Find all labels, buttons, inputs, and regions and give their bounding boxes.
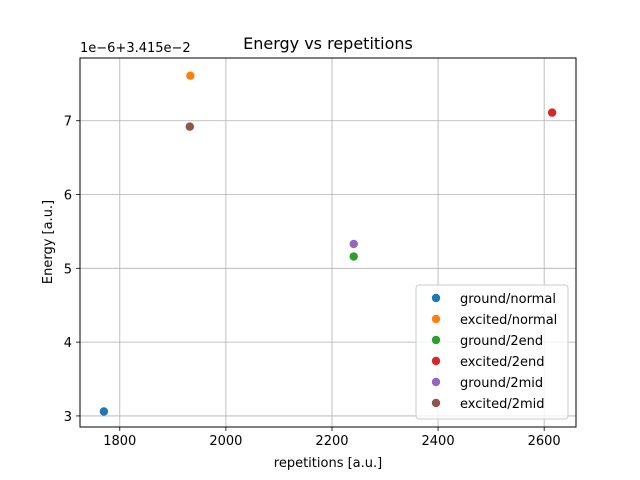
axis-ticks: 1800 2000 2200 2400 2600 3 4 5 6 7: [64, 115, 561, 449]
x-tick-label: 1800: [103, 434, 136, 449]
legend-marker: [431, 293, 441, 303]
legend-label: excited/normal: [460, 313, 557, 328]
legend-marker: [431, 377, 441, 387]
plot-frame: [79, 57, 577, 428]
y-tick-label: 4: [64, 336, 72, 351]
legend-marker: [431, 314, 441, 324]
legend-marker: [431, 398, 441, 408]
y-tick-label: 5: [64, 262, 72, 277]
data-point-excited-normal: [186, 71, 195, 80]
y-tick-label: 3: [64, 410, 72, 425]
chart-title: Energy vs repetitions: [243, 34, 413, 53]
y-offset-label: 1e−6+3.415e−2: [80, 41, 191, 56]
legend-marker: [431, 335, 441, 345]
legend-label: excited/2mid: [460, 397, 545, 412]
legend: ground/normal excited/normal ground/2end ex…: [415, 284, 569, 420]
data-point-excited-2end: [547, 108, 557, 117]
data-point-ground-2mid: [349, 239, 358, 249]
x-tick-label: 2000: [209, 434, 242, 449]
x-axis-title: repetitions [a.u.]: [274, 456, 382, 471]
legend-box: [415, 284, 569, 420]
data-point-ground-normal: [99, 407, 109, 416]
legend-label: ground/2mid: [460, 376, 543, 391]
legend-marker: [431, 356, 441, 366]
y-tick-label: 6: [64, 189, 72, 204]
data-points: [99, 71, 557, 416]
data-point-ground-2end: [349, 252, 358, 261]
legend-label: ground/2end: [460, 334, 543, 349]
x-tick-label: 2200: [315, 434, 348, 449]
x-tick-label: 2400: [422, 434, 455, 449]
legend-label: ground/normal: [460, 292, 556, 307]
x-tick-label: 2600: [528, 434, 561, 449]
y-tick-label: 7: [64, 115, 72, 130]
legend-label: excited/2end: [460, 355, 544, 370]
y-axis-title: Energy [a.u.]: [41, 200, 56, 284]
data-point-excited-2mid: [185, 122, 195, 131]
